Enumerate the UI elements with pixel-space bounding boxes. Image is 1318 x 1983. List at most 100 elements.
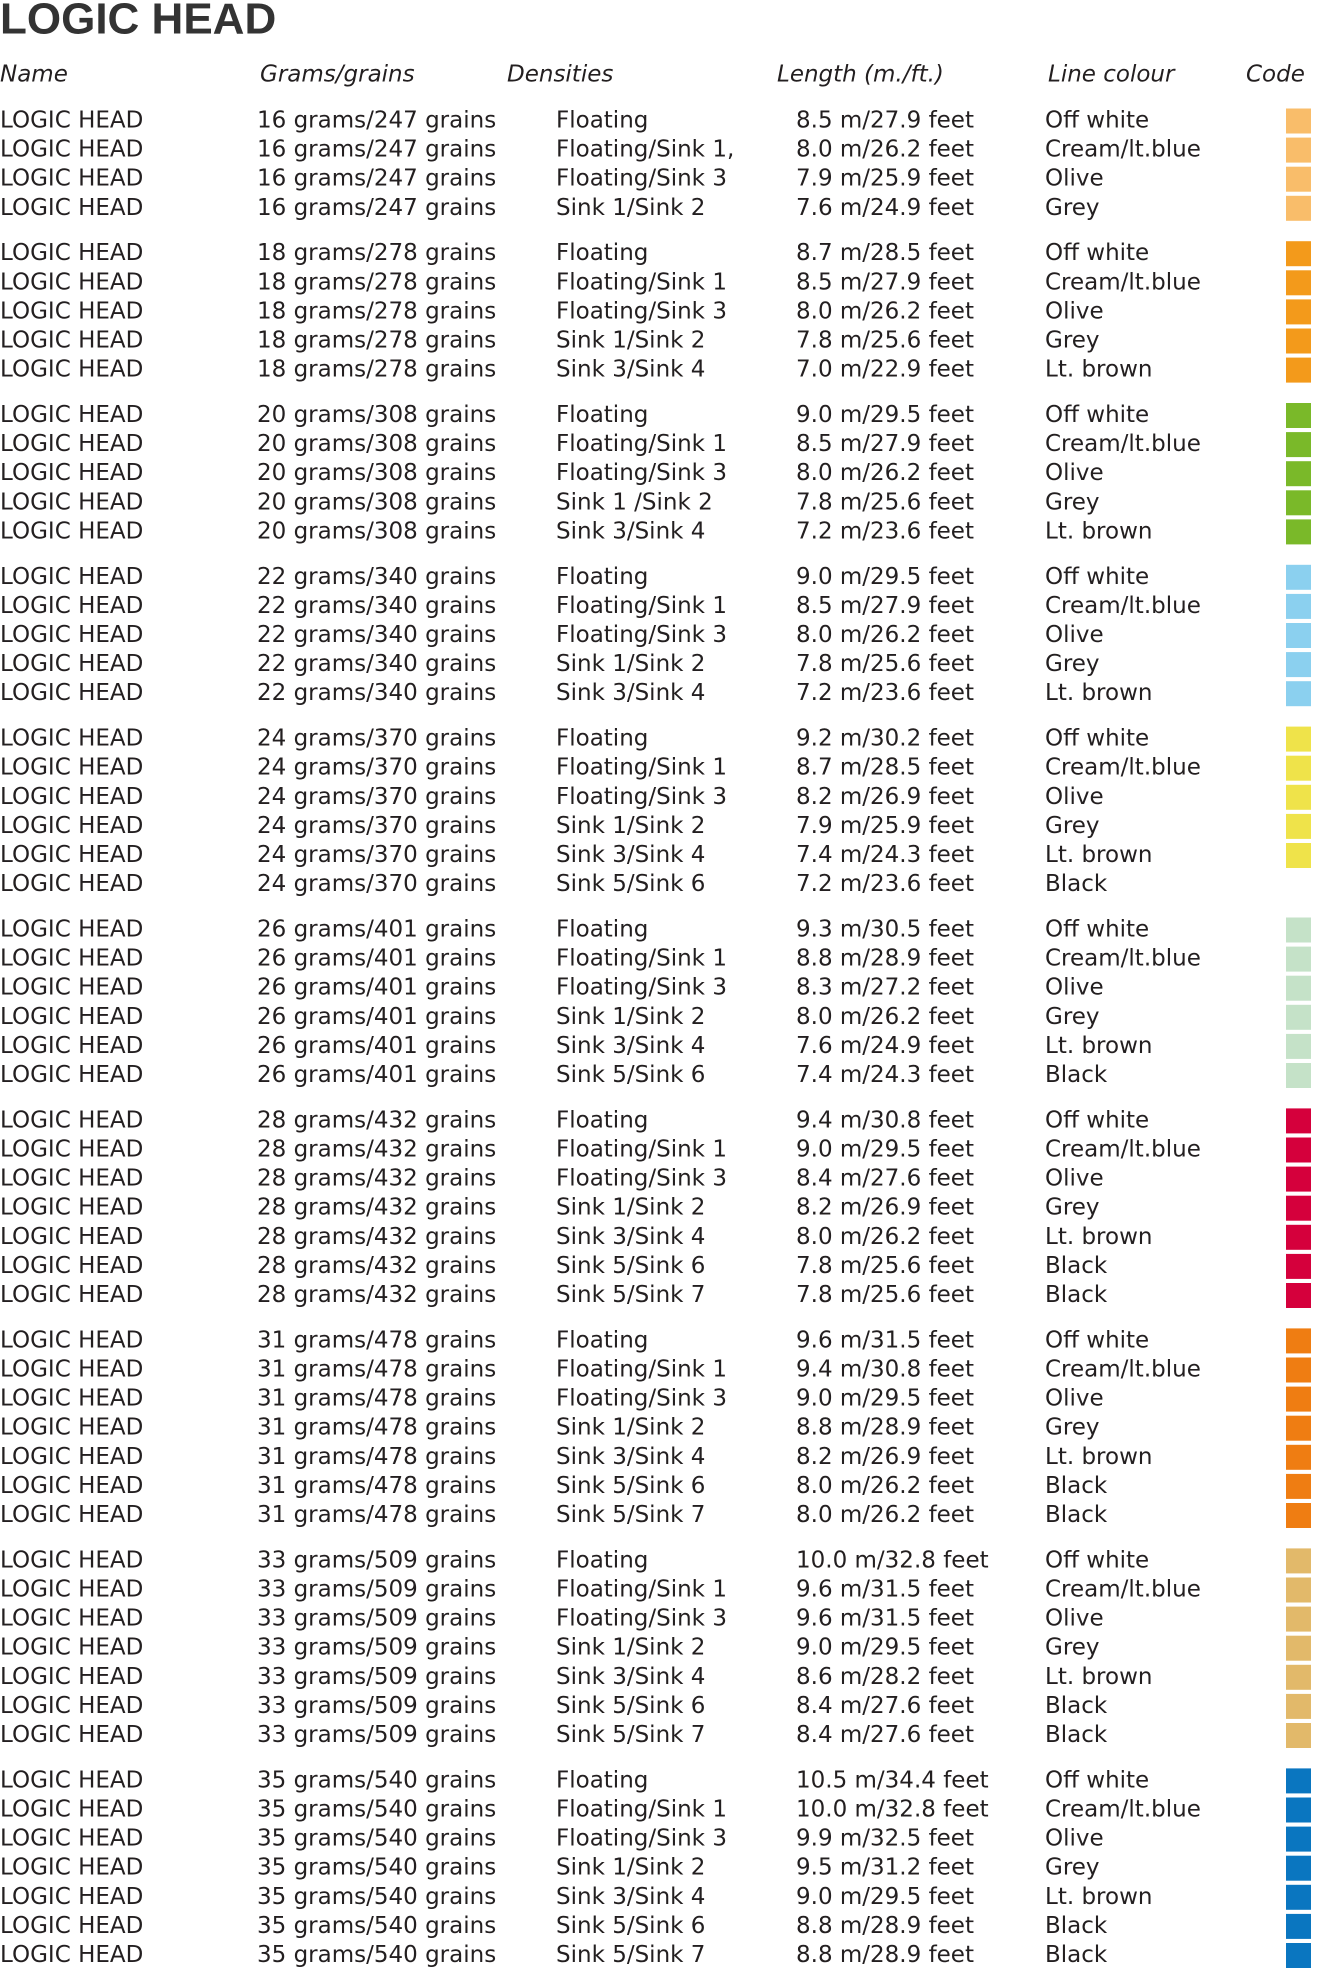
line-name: LOGIC HEAD — [0, 240, 143, 266]
density: Floating — [556, 917, 648, 943]
density: Floating/Sink 3 — [556, 1166, 727, 1192]
line-name: LOGIC HEAD — [0, 137, 143, 163]
weight: 28 grams/432 grains — [257, 1166, 496, 1192]
length: 8.8 m/28.9 feet — [796, 1913, 974, 1939]
line-name: LOGIC HEAD — [0, 1195, 143, 1221]
density: Sink 5/Sink 6 — [556, 1473, 705, 1499]
weight: 26 grams/401 grains — [257, 1062, 496, 1088]
weight: 18 grams/278 grains — [257, 240, 496, 266]
line-name: LOGIC HEAD — [0, 1606, 143, 1632]
weight: 28 grams/432 grains — [257, 1137, 496, 1163]
weight: 33 grams/509 grains — [257, 1577, 496, 1603]
weight: 20 grams/308 grains — [257, 489, 496, 515]
density: Floating — [556, 726, 648, 752]
line-colour: Off white — [1045, 240, 1149, 266]
line-name: LOGIC HEAD — [0, 402, 143, 428]
density: Sink 5/Sink 7 — [556, 1942, 705, 1968]
length: 7.0 m/22.9 feet — [796, 357, 974, 383]
weight: 26 grams/401 grains — [257, 946, 496, 972]
density: Sink 1/Sink 2 — [556, 1855, 705, 1881]
density: Floating/Sink 3 — [556, 460, 727, 486]
title: LOGIC HEAD — [0, 0, 276, 44]
density: Sink 1/Sink 2 — [556, 1195, 705, 1221]
line-colour: Grey — [1045, 651, 1100, 677]
line-colour: Cream/lt.blue — [1045, 431, 1201, 457]
density: Floating — [556, 1327, 648, 1353]
density: Sink 3/Sink 4 — [556, 357, 705, 383]
code-swatch — [1286, 519, 1311, 545]
density: Floating/Sink 1, — [556, 137, 734, 163]
weight: 18 grams/278 grains — [257, 298, 496, 324]
line-colour: Lt. brown — [1045, 1664, 1152, 1690]
length: 8.2 m/26.9 feet — [796, 784, 974, 810]
length: 8.0 m/26.2 feet — [796, 298, 974, 324]
length: 8.5 m/27.9 feet — [796, 593, 974, 619]
weight: 24 grams/370 grains — [257, 755, 496, 781]
line-name: LOGIC HEAD — [0, 1855, 143, 1881]
line-name: LOGIC HEAD — [0, 328, 143, 354]
length: 7.4 m/24.3 feet — [796, 1062, 974, 1088]
line-colour: Off white — [1045, 108, 1149, 134]
density: Sink 5/Sink 6 — [556, 1913, 705, 1939]
density: Sink 5/Sink 6 — [556, 1253, 705, 1279]
code-swatch — [1286, 652, 1311, 678]
weight: 20 grams/308 grains — [257, 460, 496, 486]
length: 9.9 m/32.5 feet — [796, 1826, 974, 1852]
code-swatch — [1286, 490, 1311, 516]
weight: 26 grams/401 grains — [257, 1004, 496, 1030]
header-code: Code — [1246, 62, 1305, 88]
line-colour: Black — [1045, 1722, 1108, 1748]
weight: 22 grams/340 grains — [257, 564, 496, 590]
line-name: LOGIC HEAD — [0, 298, 143, 324]
density: Sink 5/Sink 6 — [556, 871, 705, 897]
density: Sink 3/Sink 4 — [556, 1444, 705, 1470]
line-colour: Off white — [1045, 1107, 1149, 1133]
line-colour: Lt. brown — [1045, 842, 1152, 868]
weight: 22 grams/340 grains — [257, 651, 496, 677]
length: 9.4 m/30.8 feet — [796, 1357, 974, 1383]
line-colour: Olive — [1045, 1386, 1104, 1412]
code-swatch — [1286, 681, 1311, 707]
line-colour: Lt. brown — [1045, 1444, 1152, 1470]
code-swatch — [1286, 1063, 1311, 1088]
code-swatch — [1286, 843, 1311, 868]
code-swatch — [1286, 784, 1311, 810]
line-name: LOGIC HEAD — [0, 1327, 143, 1353]
line-name: LOGIC HEAD — [0, 1722, 143, 1748]
density: Sink 1 /Sink 2 — [556, 489, 713, 515]
code-swatch — [1286, 299, 1311, 325]
weight: 28 grams/432 grains — [257, 1253, 496, 1279]
line-colour: Cream/lt.blue — [1045, 1577, 1201, 1603]
line-colour: Olive — [1045, 975, 1104, 1001]
length: 7.2 m/23.6 feet — [796, 871, 974, 897]
header-name: Name — [0, 62, 68, 88]
code-swatch — [1286, 328, 1311, 354]
code-swatch — [1286, 270, 1311, 296]
code-swatch — [1286, 1444, 1311, 1470]
density: Floating — [556, 564, 648, 590]
length: 8.5 m/27.9 feet — [796, 431, 974, 457]
line-name: LOGIC HEAD — [0, 1797, 143, 1823]
code-swatch — [1286, 357, 1311, 383]
length: 8.0 m/26.2 feet — [796, 1473, 974, 1499]
density: Floating/Sink 1 — [556, 1357, 727, 1383]
line-colour: Olive — [1045, 166, 1104, 192]
code-swatch — [1286, 432, 1311, 458]
length: 8.7 m/28.5 feet — [796, 755, 974, 781]
line-name: LOGIC HEAD — [0, 518, 143, 544]
weight: 28 grams/432 grains — [257, 1224, 496, 1250]
code-swatch — [1286, 166, 1311, 192]
length: 7.6 m/24.9 feet — [796, 1033, 974, 1059]
weight: 16 grams/247 grains — [257, 195, 496, 221]
density: Floating/Sink 1 — [556, 1577, 727, 1603]
weight: 26 grams/401 grains — [257, 917, 496, 943]
weight: 16 grams/247 grains — [257, 166, 496, 192]
line-name: LOGIC HEAD — [0, 1224, 143, 1250]
weight: 24 grams/370 grains — [257, 784, 496, 810]
line-name: LOGIC HEAD — [0, 1415, 143, 1441]
line-colour: Lt. brown — [1045, 1884, 1152, 1910]
weight: 33 grams/509 grains — [257, 1664, 496, 1690]
code-swatch — [1286, 593, 1311, 619]
density: Floating/Sink 3 — [556, 1386, 727, 1412]
weight: 24 grams/370 grains — [257, 726, 496, 752]
